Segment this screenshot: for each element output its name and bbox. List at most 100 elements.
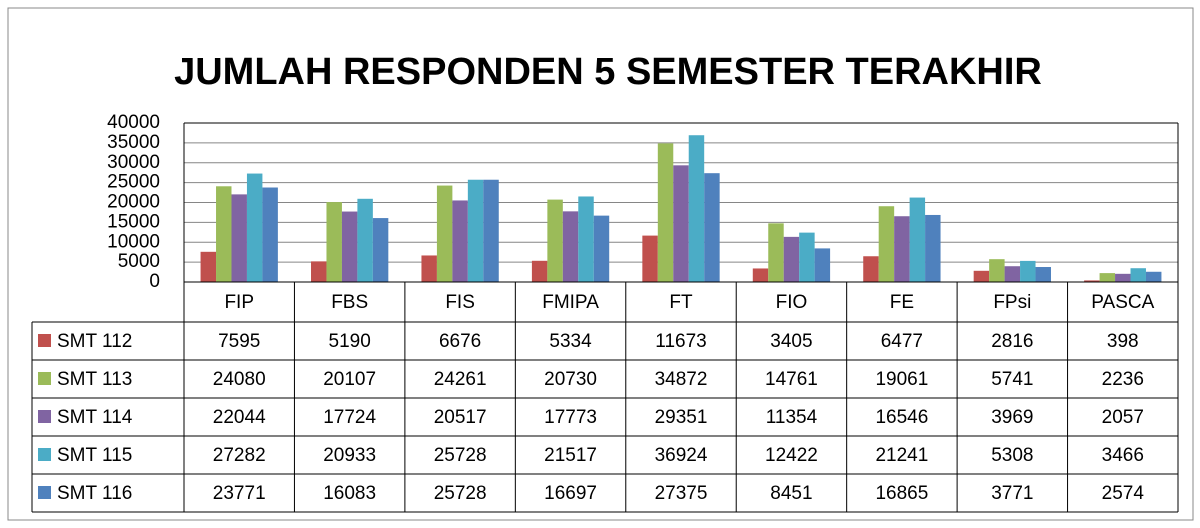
table-value: 14761 (765, 369, 818, 390)
bar (1115, 273, 1131, 282)
chart-title: JUMLAH RESPONDEN 5 SEMESTER TERAKHIR (174, 51, 1042, 93)
table-value: 20517 (434, 407, 487, 428)
table-value: 19061 (875, 369, 928, 390)
table-value: 2574 (1102, 483, 1145, 504)
y-tick-label: 40000 (107, 112, 160, 133)
table-value: 11354 (766, 407, 818, 428)
y-tick-label: 35000 (107, 132, 160, 153)
table-value: 2057 (1102, 407, 1144, 428)
bar (483, 179, 499, 282)
table-value: 16697 (544, 483, 597, 504)
table-value: 5308 (991, 445, 1033, 466)
table-value: 21517 (544, 445, 597, 466)
y-tick-label: 15000 (107, 211, 160, 232)
table-value: 22044 (213, 407, 266, 428)
legend-label: SMT 116 (57, 483, 132, 504)
table-value: 16083 (323, 483, 376, 504)
table-value: 25728 (434, 483, 487, 504)
bar (372, 218, 389, 282)
bar (783, 236, 800, 282)
bar (1084, 280, 1100, 282)
table-value: 36924 (655, 445, 708, 466)
y-tick-label: 10000 (107, 231, 160, 252)
y-tick-label: 5000 (118, 251, 160, 272)
bar (1004, 266, 1021, 282)
table-value: 3969 (991, 407, 1033, 428)
bar (642, 235, 658, 282)
bar (467, 179, 484, 282)
legend-label: SMT 115 (57, 445, 132, 466)
bar (673, 165, 689, 282)
y-tick-label: 20000 (107, 192, 160, 213)
table-value: 3771 (991, 483, 1033, 504)
bar (326, 202, 342, 282)
table-value: 17724 (323, 407, 376, 428)
bar (878, 206, 895, 282)
legend-label: SMT 112 (57, 331, 132, 352)
x-tick-label: FT (669, 292, 693, 313)
bar (231, 194, 247, 282)
bar (531, 260, 548, 282)
bar (1035, 267, 1051, 282)
table-value: 3405 (770, 331, 812, 352)
bar (357, 198, 373, 282)
bar (688, 135, 705, 282)
bar (894, 216, 910, 282)
table-value: 20730 (544, 369, 597, 390)
table-value: 11673 (655, 331, 706, 352)
table-value: 8451 (770, 483, 812, 504)
table-value: 27282 (213, 445, 266, 466)
bar (1099, 273, 1116, 282)
bar (216, 186, 232, 282)
table-value: 3466 (1102, 445, 1144, 466)
bar (973, 270, 990, 282)
legend-label: SMT 114 (57, 407, 133, 428)
y-tick-label: 30000 (107, 152, 160, 173)
bar (452, 200, 468, 282)
legend-swatch (38, 486, 51, 499)
bar (1145, 271, 1162, 282)
table-value: 7595 (218, 331, 260, 352)
table-value: 6477 (881, 331, 923, 352)
table-value: 2236 (1102, 369, 1144, 390)
bar (593, 215, 610, 282)
table-value: 21241 (875, 445, 928, 466)
table-value: 27375 (655, 483, 708, 504)
bar (909, 197, 926, 282)
table-value: 17773 (544, 407, 597, 428)
table-value: 16546 (875, 407, 928, 428)
table-value: 5334 (549, 331, 592, 352)
bar (421, 255, 437, 282)
bar (200, 251, 217, 282)
table-value: 20933 (323, 445, 376, 466)
table-value: 25728 (434, 445, 487, 466)
table-value: 5741 (991, 369, 1033, 390)
bar (1020, 260, 1036, 282)
table-value: 24080 (213, 369, 266, 390)
bar (436, 185, 453, 282)
legend-label: SMT 113 (57, 369, 132, 390)
table-value: 24261 (434, 369, 487, 390)
x-tick-label: FIP (224, 292, 254, 313)
table-value: 6676 (439, 331, 481, 352)
bar (863, 256, 879, 282)
legend-swatch (38, 334, 51, 347)
bar (341, 211, 358, 282)
legend-swatch (38, 410, 51, 423)
table-value: 23771 (213, 483, 266, 504)
bar (768, 223, 784, 282)
x-tick-label: PASCA (1091, 292, 1154, 313)
x-tick-label: FPsi (993, 292, 1031, 313)
y-tick-label: 0 (149, 271, 160, 292)
legend-swatch (38, 448, 51, 461)
x-tick-label: FE (890, 292, 914, 313)
table-value: 12422 (765, 445, 818, 466)
bar (799, 232, 815, 282)
bar (262, 187, 278, 282)
bar (547, 199, 563, 282)
bar (814, 248, 831, 282)
table-value: 20107 (323, 369, 376, 390)
x-tick-label: FIS (445, 292, 475, 313)
table-value: 16865 (875, 483, 928, 504)
